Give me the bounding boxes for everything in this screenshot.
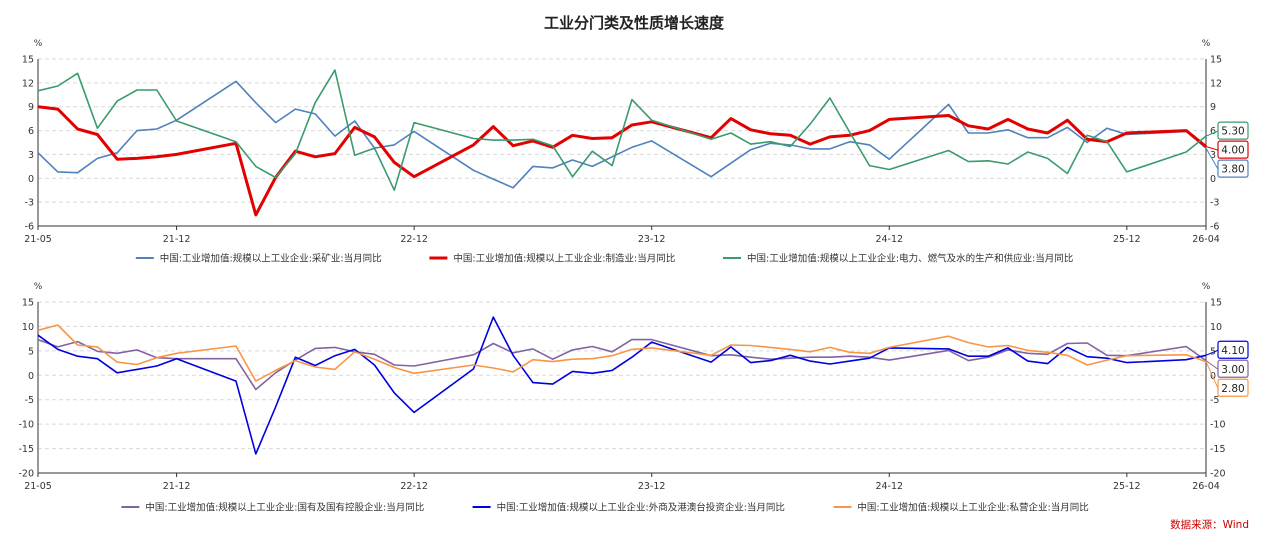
y-tick-left-0-2: 0 xyxy=(28,174,34,185)
x-tick-label-1-1: 21-12 xyxy=(163,481,191,492)
y-tick-left-0-5: 9 xyxy=(28,102,34,113)
y-tick-left-0-1: -3 xyxy=(25,198,34,209)
y-tick-left-0-6: 12 xyxy=(22,78,34,89)
y-tick-right-0-3: 3 xyxy=(1210,150,1216,161)
end-badge-leader-0-0 xyxy=(1205,130,1219,137)
y-tick-left-1-0: -20 xyxy=(18,469,34,480)
x-tick-label-1-3: 23-12 xyxy=(638,481,666,492)
x-tick-label-1-6: 26-04 xyxy=(1192,481,1220,492)
y-tick-left-1-7: 15 xyxy=(22,298,34,309)
x-tick-label-1-4: 24-12 xyxy=(875,481,903,492)
end-badge-0-2 xyxy=(1217,159,1249,178)
end-badge-leader-0-1 xyxy=(1205,145,1219,151)
series-line-1-1 xyxy=(37,316,1207,455)
chart-title: 工业分门类及性质增长速度 xyxy=(544,14,725,32)
y-tick-right-0-2: 0 xyxy=(1210,174,1216,185)
end-badge-label-0-0: 5.30 xyxy=(1221,126,1244,138)
end-badge-leader-1-1 xyxy=(1205,360,1219,370)
end-badge-0-1 xyxy=(1217,140,1249,159)
end-badge-1-2 xyxy=(1217,378,1249,397)
y-tick-left-1-2: -10 xyxy=(18,420,34,431)
y-tick-left-0-7: 15 xyxy=(22,55,34,66)
legend-label-1-1: 中国:工业增加值:规模以上工业企业:外商及港澳台投资企业:当月同比 xyxy=(497,502,785,514)
y-tick-left-1-1: -15 xyxy=(18,444,34,455)
series-line-1-2 xyxy=(37,324,1207,382)
legend-label-1-0: 中国:工业增加值:规模以上工业企业:国有及国有控股企业:当月同比 xyxy=(145,502,424,514)
y-tick-left-1-6: 10 xyxy=(22,322,34,333)
y-unit-right-1: % xyxy=(1202,282,1211,292)
x-tick-label-0-5: 25-12 xyxy=(1113,234,1141,245)
series-line-0-0 xyxy=(37,80,1207,189)
y-tick-right-1-3: -5 xyxy=(1210,395,1219,406)
end-badge-1-0 xyxy=(1217,340,1249,359)
y-tick-right-1-7: 15 xyxy=(1210,298,1222,309)
x-tick-label-0-1: 21-12 xyxy=(163,234,191,245)
y-unit-right-0: % xyxy=(1202,39,1211,49)
source-note: 数据来源：Wind xyxy=(1170,518,1249,531)
y-unit-left-1: % xyxy=(34,282,43,292)
y-tick-right-0-0: -6 xyxy=(1210,222,1219,233)
y-tick-left-0-0: -6 xyxy=(25,222,34,233)
y-tick-right-1-2: -10 xyxy=(1210,420,1226,431)
legend-label-1-2: 中国:工业增加值:规模以上工业企业:私营企业:当月同比 xyxy=(857,502,1088,514)
x-tick-label-1-2: 22-12 xyxy=(400,481,428,492)
end-badge-leader-0-2 xyxy=(1205,147,1219,170)
end-badge-label-1-1: 3.00 xyxy=(1221,364,1244,376)
end-badge-label-1-2: 2.80 xyxy=(1221,383,1244,395)
y-unit-left-0: % xyxy=(34,39,43,49)
y-tick-right-0-6: 12 xyxy=(1210,78,1222,89)
x-tick-label-0-3: 23-12 xyxy=(638,234,666,245)
y-tick-left-1-3: -5 xyxy=(25,395,34,406)
y-tick-right-0-4: 6 xyxy=(1210,126,1216,137)
y-tick-right-1-1: -15 xyxy=(1210,444,1226,455)
end-badge-label-0-2: 3.80 xyxy=(1221,164,1244,176)
x-tick-label-0-4: 24-12 xyxy=(875,234,903,245)
series-line-1-0 xyxy=(37,338,1207,391)
end-badge-label-1-0: 4.10 xyxy=(1221,345,1244,357)
y-tick-right-0-5: 9 xyxy=(1210,102,1216,113)
x-tick-label-0-0: 21-05 xyxy=(24,234,52,245)
x-tick-label-0-6: 26-04 xyxy=(1192,234,1220,245)
x-tick-label-1-5: 25-12 xyxy=(1113,481,1141,492)
legend-label-0-2: 中国:工业增加值:规模以上工业企业:电力、燃气及水的生产和供应业:当月同比 xyxy=(747,253,1073,265)
series-line-0-1 xyxy=(37,105,1207,217)
y-tick-right-1-6: 10 xyxy=(1210,322,1222,333)
series-line-0-2 xyxy=(37,69,1207,191)
y-tick-right-1-0: -20 xyxy=(1210,469,1226,480)
end-badge-leader-1-0 xyxy=(1205,349,1219,356)
x-tick-label-1-0: 21-05 xyxy=(24,481,52,492)
end-badge-1-1 xyxy=(1217,359,1249,378)
y-tick-left-1-5: 5 xyxy=(28,346,34,357)
y-tick-right-0-1: -3 xyxy=(1210,198,1219,209)
y-tick-right-0-7: 15 xyxy=(1210,55,1222,66)
end-badge-0-0 xyxy=(1217,121,1249,140)
legend-label-0-0: 中国:工业增加值:规模以上工业企业:采矿业:当月同比 xyxy=(160,253,382,265)
end-badge-leader-1-2 xyxy=(1205,361,1219,389)
y-tick-left-1-4: 0 xyxy=(28,371,34,382)
y-tick-left-0-4: 6 xyxy=(28,126,34,137)
y-tick-left-0-3: 3 xyxy=(28,150,34,161)
x-tick-label-0-2: 22-12 xyxy=(400,234,428,245)
end-badge-label-0-1: 4.00 xyxy=(1221,145,1244,157)
legend-label-0-1: 中国:工业增加值:规模以上工业企业:制造业:当月同比 xyxy=(453,253,675,265)
